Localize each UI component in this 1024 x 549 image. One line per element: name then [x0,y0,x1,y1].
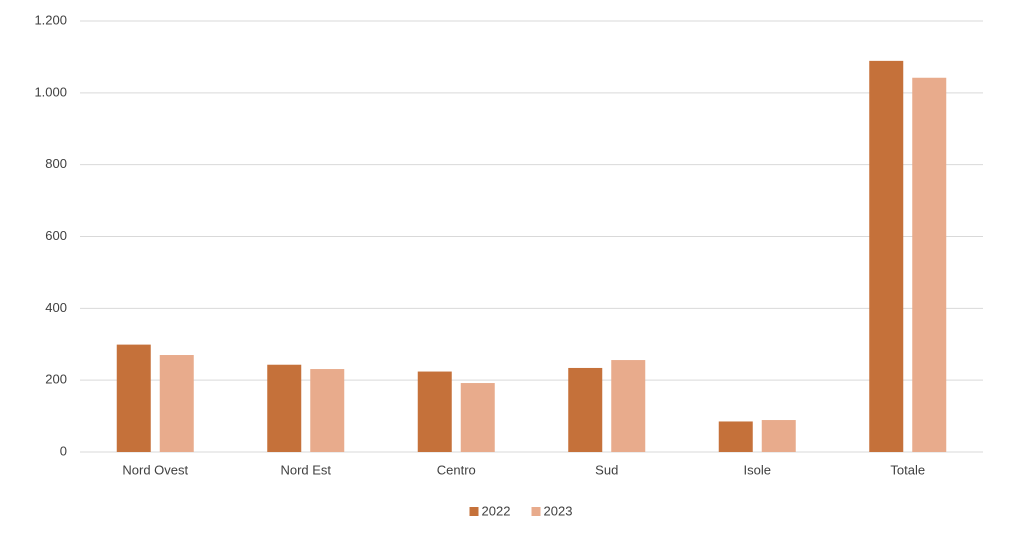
legend-swatch [531,507,541,516]
y-tick-label: 0 [60,443,67,458]
x-tick-label: Nord Est [280,462,331,477]
legend-label: 2023 [544,503,573,518]
bar [568,367,603,452]
bar [869,60,904,453]
x-tick-label: Isole [744,462,771,477]
bar [267,364,302,452]
bar [310,369,345,452]
y-tick-label: 400 [45,300,67,315]
bar [460,383,495,452]
y-tick-label: 1.200 [34,12,67,27]
y-tick-label: 200 [45,372,67,387]
x-tick-label: Centro [437,462,476,477]
bar [116,344,151,452]
bar [718,421,753,452]
x-tick-label: Sud [595,462,618,477]
x-tick-label: Nord Ovest [122,462,188,477]
bar [159,355,194,452]
legend-label: 2022 [482,503,511,518]
bar [417,371,452,452]
y-tick-label: 600 [45,228,67,243]
bar [912,77,947,452]
y-tick-label: 800 [45,156,67,171]
bar [611,360,646,452]
legend-swatch [469,507,479,516]
bar [761,420,796,452]
y-tick-label: 1.000 [34,84,67,99]
x-tick-label: Totale [890,462,925,477]
